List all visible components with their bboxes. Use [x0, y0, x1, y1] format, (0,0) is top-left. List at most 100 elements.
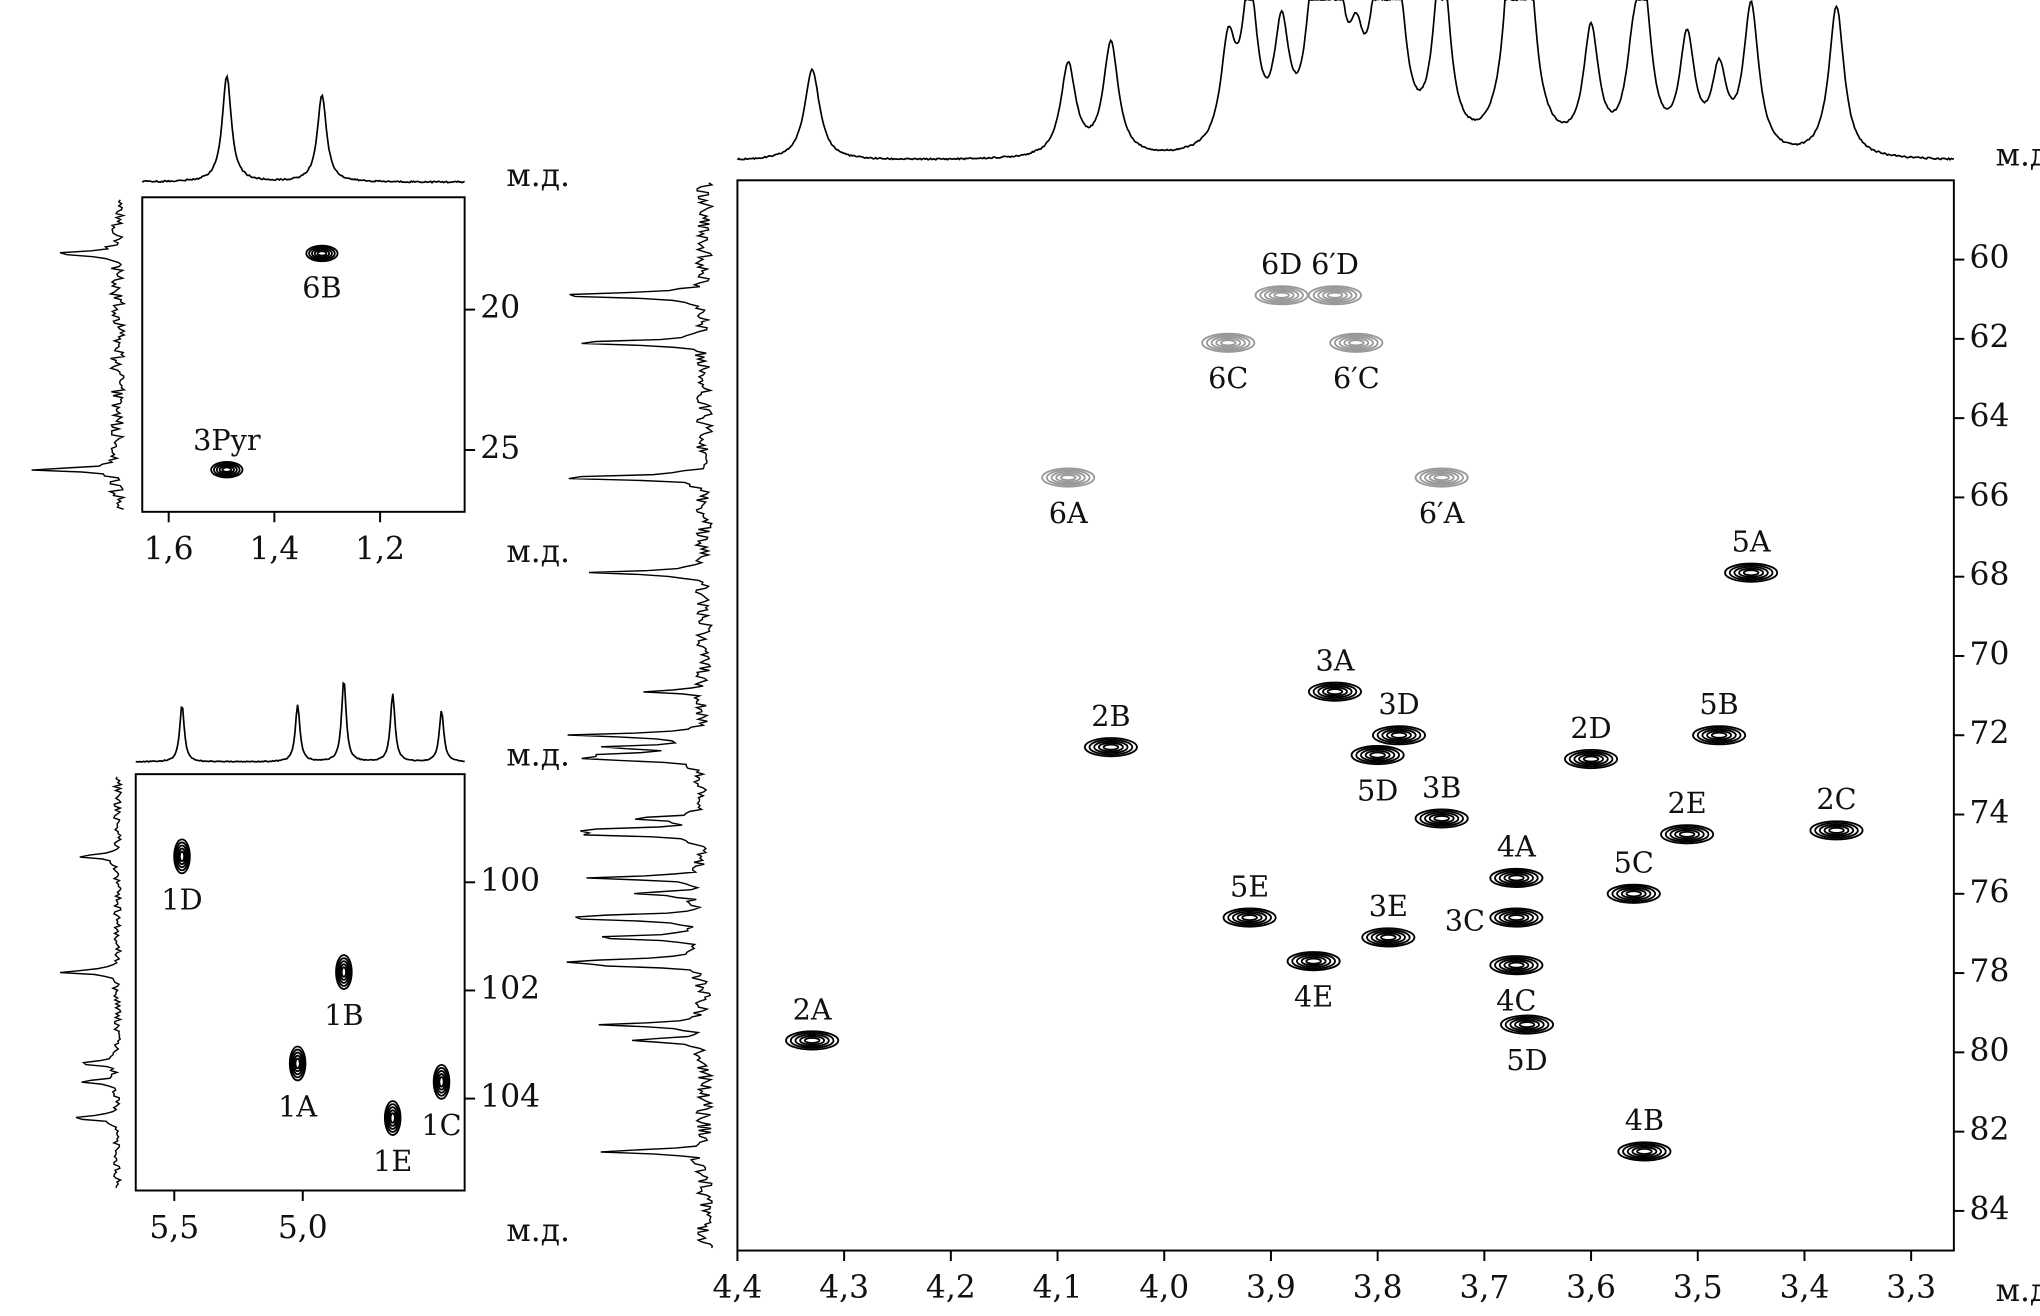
contour — [1375, 932, 1402, 943]
contour — [1366, 929, 1411, 946]
contour — [389, 1112, 396, 1124]
contour — [1264, 288, 1300, 303]
contour — [1286, 951, 1341, 972]
contour — [1514, 1019, 1540, 1030]
contour — [1326, 688, 1344, 696]
contour — [1625, 890, 1642, 898]
contour — [1102, 743, 1120, 751]
contour — [1498, 910, 1534, 925]
contour — [215, 463, 238, 476]
contour — [388, 1109, 398, 1127]
x-tick-label: 4,0 — [1139, 1270, 1189, 1306]
contour — [1428, 472, 1455, 483]
contour — [1617, 1141, 1672, 1162]
x-tick-label: 5,5 — [149, 1210, 199, 1246]
contour — [1307, 285, 1362, 306]
contour — [1322, 686, 1348, 697]
contour — [1616, 887, 1652, 901]
contour — [1692, 725, 1747, 746]
contour — [313, 248, 331, 258]
contour — [1222, 907, 1277, 928]
peak-label: 4E — [1294, 980, 1333, 1014]
contour — [1489, 907, 1544, 928]
contour — [1489, 955, 1544, 976]
x-tick-label: 4,3 — [819, 1270, 869, 1306]
cross-peak — [785, 1030, 840, 1051]
peak-label: 5B — [1699, 687, 1738, 721]
cross-peak — [1414, 467, 1469, 488]
contour — [1273, 291, 1290, 299]
contour — [340, 966, 347, 978]
peak-label: 3A — [1315, 643, 1355, 677]
contour — [1433, 474, 1450, 482]
contour — [1097, 742, 1124, 753]
contour — [1380, 933, 1397, 941]
peak-label: 6B — [302, 270, 341, 304]
contour — [1414, 808, 1469, 829]
contour — [221, 466, 233, 473]
contour — [1611, 885, 1657, 903]
contour — [1733, 565, 1769, 580]
contour — [176, 844, 188, 869]
contour — [1369, 751, 1386, 759]
contour — [308, 246, 336, 261]
contour — [1322, 290, 1348, 301]
top-projection — [141, 73, 465, 184]
contour — [1433, 815, 1450, 822]
cross-peak — [1617, 1141, 1672, 1162]
contour — [1348, 339, 1365, 347]
plot-frame — [736, 179, 1955, 1252]
x-tick-label: 3,3 — [1886, 1270, 1936, 1306]
contour — [785, 1030, 840, 1051]
contour — [1360, 748, 1396, 762]
x-tick-label: 4,1 — [1033, 1270, 1083, 1306]
contour — [1227, 909, 1272, 926]
contour — [1828, 826, 1845, 834]
contour — [1428, 813, 1455, 824]
contour — [1300, 956, 1327, 967]
y-tick-label: 62 — [1970, 319, 2010, 355]
peak-label: 3D — [1378, 687, 1419, 721]
contour — [1254, 285, 1309, 306]
peak-label: 1E — [373, 1144, 412, 1178]
contour — [1296, 954, 1332, 968]
left-projection — [566, 182, 715, 1249]
peak-label: 1A — [278, 1090, 318, 1124]
peak-label: 5D — [1506, 1043, 1547, 1077]
projection-axis-label: м.д. — [1996, 137, 2040, 173]
contour — [1268, 290, 1295, 301]
contour — [386, 1106, 399, 1130]
peak-label: 4A — [1497, 830, 1537, 864]
contour — [1500, 1014, 1555, 1035]
projection-axis-label: м.д. — [506, 158, 570, 194]
y-tick-label: 80 — [1970, 1033, 2010, 1069]
contour — [1041, 467, 1096, 488]
cross-peak — [1307, 681, 1362, 702]
y-tick-label: 78 — [1970, 954, 2010, 990]
contour — [1205, 334, 1251, 352]
cross-peak — [1660, 824, 1715, 845]
contour — [1620, 888, 1647, 899]
contour — [1364, 749, 1391, 761]
contour — [1696, 726, 1742, 744]
contour — [1424, 811, 1460, 826]
peak-label: 5C — [1614, 846, 1654, 880]
peak-label: 6C — [1208, 361, 1248, 395]
contour — [1083, 737, 1138, 758]
contour — [1678, 830, 1696, 838]
x-tick-label: 3,4 — [1780, 1270, 1830, 1306]
y-tick-label: 20 — [480, 290, 520, 326]
contour — [432, 1063, 451, 1100]
contour — [1701, 728, 1737, 743]
contour — [1201, 332, 1256, 353]
contour — [293, 1054, 303, 1073]
cross-peak — [1041, 467, 1096, 488]
contour — [174, 841, 190, 872]
contour — [1333, 334, 1379, 352]
contour — [1307, 681, 1362, 702]
contour — [311, 247, 333, 260]
contour — [1055, 472, 1082, 483]
contour — [1509, 1017, 1545, 1032]
x-tick-label: 5,0 — [278, 1210, 328, 1246]
contour — [1564, 748, 1619, 770]
